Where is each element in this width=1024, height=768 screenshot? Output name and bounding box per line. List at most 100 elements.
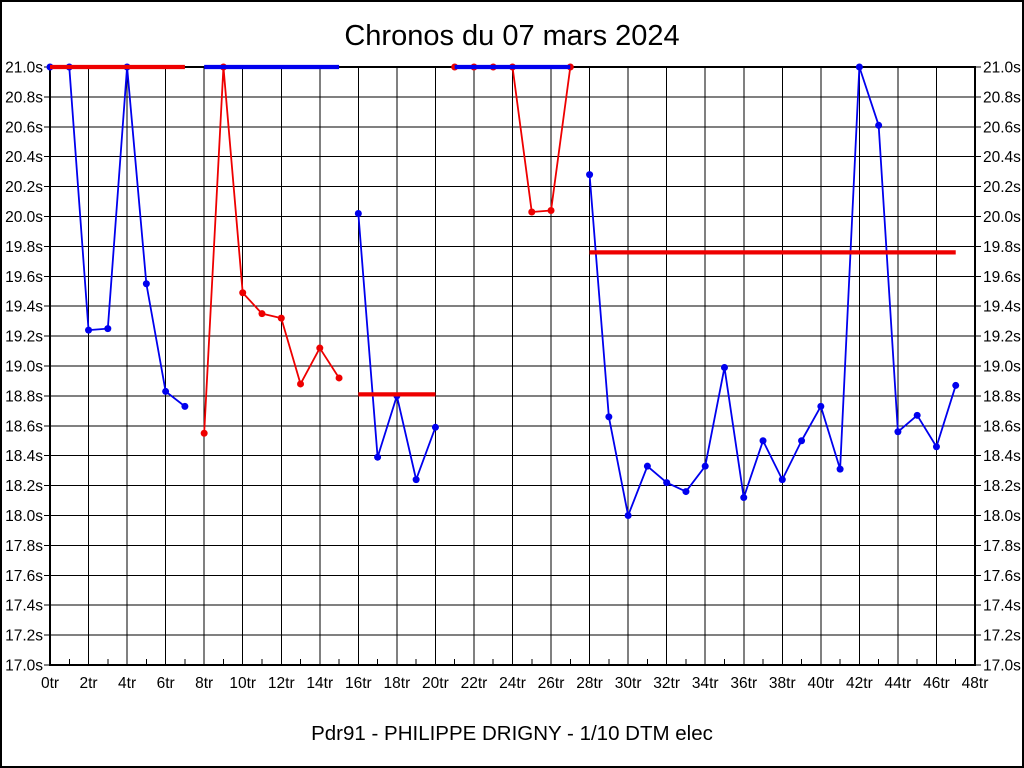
y-tick-label-left: 20.8s xyxy=(5,89,43,106)
y-tick-label-left: 19.4s xyxy=(5,299,43,316)
y-tick-label-left: 18.8s xyxy=(5,388,43,405)
heat-4-laps-point xyxy=(528,208,536,216)
heat-1-laps xyxy=(50,66,186,408)
x-tick-label: 32tr xyxy=(653,675,680,692)
y-tick-label-right: 20.6s xyxy=(983,119,1021,136)
heat-5-laps-point xyxy=(682,488,690,496)
y-tick-label-left: 21.0s xyxy=(5,60,43,77)
x-tick-label: 14tr xyxy=(306,675,333,692)
heat-5-laps-point xyxy=(932,443,940,451)
y-tick-label-right: 20.2s xyxy=(983,179,1021,196)
x-tick-label: 18tr xyxy=(384,675,411,692)
heat-3-laps-point xyxy=(412,476,420,484)
heat-1-laps-point xyxy=(181,402,189,410)
x-tick-label: 10tr xyxy=(229,675,256,692)
x-tick-label: 8tr xyxy=(195,675,213,692)
y-tick-label-right: 17.8s xyxy=(983,538,1021,555)
x-tick-label: 38tr xyxy=(769,675,796,692)
heat-5-laps-point xyxy=(624,512,632,519)
x-tick-label: 46tr xyxy=(923,675,950,692)
y-tick-label-left: 19.2s xyxy=(5,329,43,346)
heat-5-laps-point xyxy=(663,479,671,487)
y-tick-label-left: 18.6s xyxy=(5,418,43,435)
heat-3-laps-point xyxy=(354,210,362,218)
heat-5-laps-point xyxy=(701,462,709,470)
x-tick-label: 16tr xyxy=(345,675,372,692)
x-tick-label: 0tr xyxy=(41,675,59,692)
heat-2-laps-point xyxy=(200,429,208,437)
heat-2-laps-point xyxy=(277,314,285,322)
y-tick-label-right: 17.0s xyxy=(983,658,1021,675)
grid xyxy=(44,66,981,666)
y-tick-label-left: 18.0s xyxy=(5,508,43,525)
heat-5-laps-point xyxy=(778,476,786,484)
x-tick-label: 2tr xyxy=(79,675,97,692)
y-tick-label-right: 20.0s xyxy=(983,209,1021,226)
axis-tick-labels: 21.0s 21.0s 20.8s 20.8s 20.6s 20.6s 20.4s 20.4s… xyxy=(5,60,1021,693)
y-tick-label-left: 19.0s xyxy=(5,359,43,376)
heat-5-laps-point xyxy=(605,413,613,421)
y-tick-label-left: 17.8s xyxy=(5,538,43,555)
x-tick-label: 22tr xyxy=(461,675,488,692)
heat-5-laps-point xyxy=(817,402,825,410)
lap-series-layer xyxy=(46,63,960,519)
y-tick-label-right: 19.0s xyxy=(983,359,1021,376)
heat-1-laps-point xyxy=(162,387,170,395)
y-tick-label-left: 20.2s xyxy=(5,179,43,196)
heat-5-laps-point xyxy=(759,437,767,445)
x-tick-label: 28tr xyxy=(576,675,603,692)
y-tick-label-left: 17.4s xyxy=(5,598,43,615)
x-tick-label: 24tr xyxy=(499,675,526,692)
y-tick-label-left: 20.6s xyxy=(5,119,43,136)
heat-5-laps-point xyxy=(643,462,651,470)
x-tick-label: 42tr xyxy=(846,675,873,692)
heat-2-laps-point xyxy=(297,380,305,388)
y-tick-label-right: 17.2s xyxy=(983,628,1021,645)
heat-5-laps xyxy=(588,66,957,517)
heat-1-laps-point xyxy=(85,326,93,334)
y-tick-label-right: 19.2s xyxy=(983,329,1021,346)
x-tick-label: 36tr xyxy=(730,675,757,692)
heat-2-laps xyxy=(203,66,340,434)
y-tick-label-right: 18.6s xyxy=(983,418,1021,435)
chart-footer: Pdr91 - PHILIPPE DRIGNY - 1/10 DTM elec xyxy=(311,722,713,745)
y-tick-label-right: 18.2s xyxy=(983,478,1021,495)
heat-5-laps-point xyxy=(855,63,863,71)
heat-5-laps-point xyxy=(894,428,902,436)
y-tick-label-right: 21.0s xyxy=(983,60,1021,77)
x-tick-label: 48tr xyxy=(962,675,989,692)
heat-4-laps-point xyxy=(547,207,555,215)
heat-5-laps-point xyxy=(952,381,960,389)
y-tick-label-right: 17.6s xyxy=(983,568,1021,585)
heat-5-laps-point xyxy=(875,121,883,129)
heat-5-laps-point xyxy=(913,411,921,419)
heat-5-laps-point xyxy=(720,363,728,371)
x-tick-label: 12tr xyxy=(268,675,295,692)
heat-3-laps-point xyxy=(431,423,439,431)
y-tick-label-right: 18.0s xyxy=(983,508,1021,525)
x-tick-label: 34tr xyxy=(692,675,719,692)
heat-2-laps-point xyxy=(258,310,266,318)
y-tick-label-right: 19.4s xyxy=(983,299,1021,316)
y-tick-label-left: 18.4s xyxy=(5,448,43,465)
y-tick-label-left: 18.2s xyxy=(5,478,43,495)
y-tick-label-right: 17.4s xyxy=(983,598,1021,615)
y-tick-label-right: 18.8s xyxy=(983,388,1021,405)
y-tick-label-left: 17.6s xyxy=(5,568,43,585)
heat-2-laps-point xyxy=(335,374,343,382)
heat-1-laps-point xyxy=(104,325,112,333)
y-tick-label-left: 17.0s xyxy=(5,658,43,675)
y-tick-label-right: 19.6s xyxy=(983,269,1021,286)
x-tick-label: 30tr xyxy=(615,675,642,692)
x-tick-label: 44tr xyxy=(885,675,912,692)
x-tick-label: 6tr xyxy=(157,675,175,692)
y-tick-label-right: 20.4s xyxy=(983,149,1021,166)
x-tick-label: 26tr xyxy=(538,675,565,692)
heat-3-laps-point xyxy=(374,453,382,461)
y-tick-label-left: 17.2s xyxy=(5,628,43,645)
x-tick-label: 4tr xyxy=(118,675,136,692)
y-tick-label-left: 20.0s xyxy=(5,209,43,226)
heat-2-laps-point xyxy=(316,344,324,352)
